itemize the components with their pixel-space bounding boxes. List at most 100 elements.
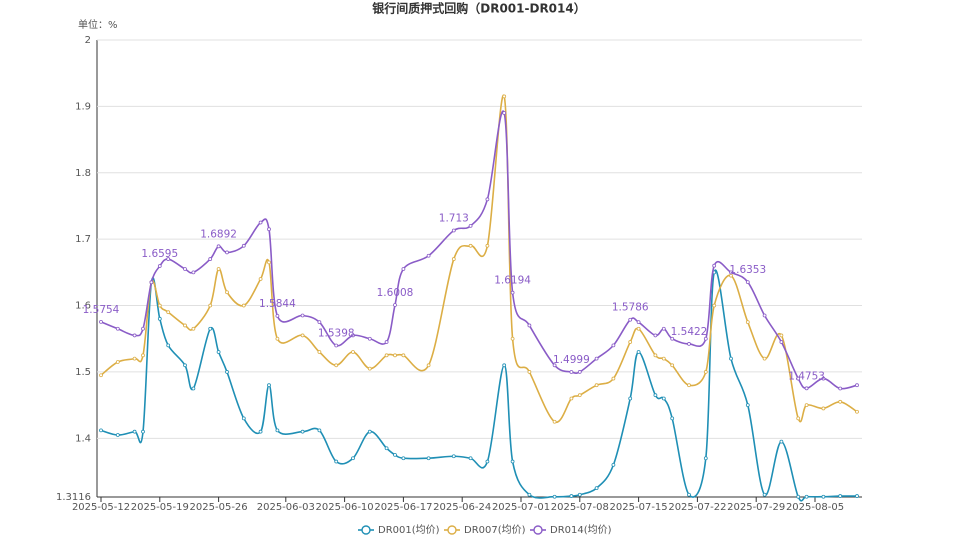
- point: [384, 446, 389, 451]
- y-tick-label: 1.7: [75, 234, 91, 245]
- point: [275, 313, 280, 318]
- point: [485, 197, 490, 202]
- point: [703, 336, 708, 341]
- point: [636, 350, 641, 354]
- y-tick-label: 1.5: [75, 367, 91, 378]
- point: [779, 340, 784, 344]
- point: [510, 459, 515, 464]
- line: [100, 269, 858, 502]
- point: [485, 243, 490, 248]
- point: [762, 313, 767, 318]
- point: [745, 403, 750, 408]
- point: [451, 454, 456, 459]
- point: [157, 316, 162, 321]
- point: [653, 393, 658, 398]
- point: [636, 320, 641, 325]
- point: [628, 396, 633, 401]
- point: [855, 409, 859, 414]
- y-tick-label: 1.4: [75, 433, 91, 444]
- point: [502, 94, 507, 99]
- x-tick-label: 2025-07-01: [492, 502, 550, 513]
- point: [670, 336, 675, 341]
- point: [821, 406, 826, 411]
- data-label: 1.5844: [259, 298, 296, 310]
- point: [317, 350, 322, 354]
- point: [594, 356, 599, 361]
- x-tick-label: 2025-05-12: [72, 502, 130, 513]
- data-label: 1.5754: [83, 304, 120, 316]
- point: [821, 376, 826, 381]
- point: [661, 326, 666, 331]
- x-tick-label: 2025-07-15: [610, 502, 668, 513]
- point: [510, 336, 515, 341]
- x-tick-label: 2025-05-26: [190, 502, 248, 513]
- point: [241, 243, 246, 248]
- point: [661, 356, 666, 361]
- point: [183, 363, 187, 368]
- point: [208, 326, 213, 331]
- point: [166, 310, 171, 315]
- point: [351, 350, 355, 354]
- data-label: 1.6008: [377, 287, 414, 299]
- data-label: 1.5786: [612, 302, 649, 314]
- point: [804, 386, 809, 391]
- legend-label: DR001(均价): [378, 524, 440, 536]
- point: [99, 319, 103, 324]
- line: [100, 94, 858, 423]
- point: [401, 267, 406, 271]
- point: [208, 303, 213, 308]
- point: [225, 370, 229, 374]
- x-tick-label: 2025-06-24: [433, 502, 491, 513]
- point: [468, 243, 473, 248]
- y-tick-label: 1.6: [75, 301, 91, 312]
- point: [141, 326, 145, 331]
- point: [729, 356, 733, 361]
- data-label: 1.4753: [788, 370, 825, 382]
- point: [670, 363, 675, 368]
- point: [267, 260, 271, 265]
- point: [267, 227, 271, 232]
- point: [225, 250, 229, 255]
- point: [451, 228, 456, 233]
- point: [208, 257, 213, 261]
- point: [216, 267, 221, 271]
- point: [300, 333, 305, 338]
- point: [594, 486, 599, 491]
- legend-marker: [447, 525, 457, 535]
- point: [241, 416, 246, 421]
- point: [712, 303, 717, 308]
- x-tick-label: 2025-06-03: [257, 502, 315, 513]
- point: [502, 111, 507, 115]
- data-label: 1.5422: [671, 326, 708, 338]
- point: [821, 494, 826, 499]
- point: [703, 456, 708, 461]
- point: [115, 360, 120, 364]
- point: [275, 428, 280, 433]
- legend-label: DR014(均价): [550, 524, 612, 536]
- point: [451, 257, 456, 261]
- unit-label: 单位：%: [78, 18, 118, 31]
- point: [149, 280, 154, 285]
- point: [401, 353, 406, 358]
- point: [132, 333, 137, 338]
- point: [367, 336, 372, 341]
- point: [577, 492, 582, 497]
- point: [317, 428, 322, 433]
- point: [712, 263, 717, 268]
- point: [393, 353, 397, 358]
- point: [267, 383, 271, 388]
- point: [687, 342, 691, 346]
- point: [611, 343, 616, 348]
- point: [745, 280, 750, 285]
- point: [527, 370, 532, 374]
- point: [838, 386, 843, 391]
- y-tick-label: 1.9: [75, 101, 91, 112]
- point: [384, 353, 389, 358]
- point: [569, 494, 574, 498]
- y-tick-label: 1.3116: [56, 492, 91, 503]
- x-tick-label: 2025-05-19: [131, 502, 189, 513]
- point: [468, 223, 473, 228]
- point: [115, 433, 120, 437]
- data-label: 1.6892: [200, 228, 237, 240]
